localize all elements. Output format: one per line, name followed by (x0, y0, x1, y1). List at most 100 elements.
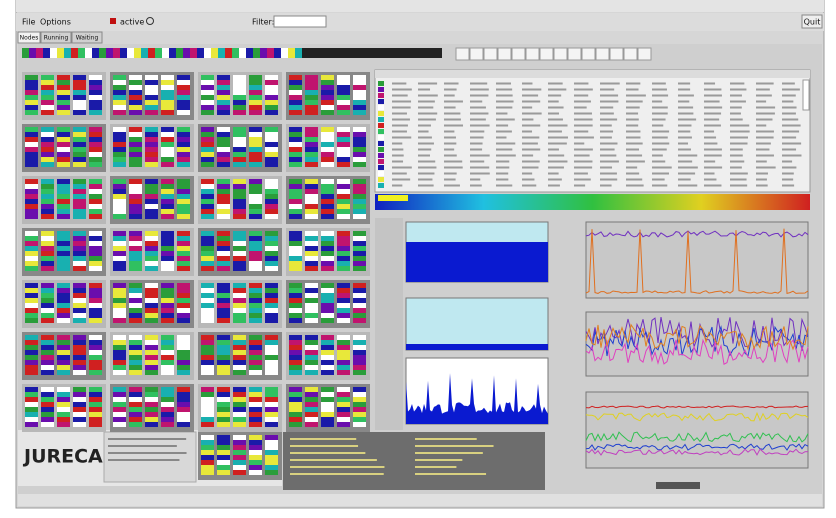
node-block (161, 387, 174, 392)
node-block (57, 132, 70, 137)
node-block (129, 75, 142, 80)
node-block (89, 350, 102, 355)
node-block (89, 293, 102, 298)
node-block (89, 152, 102, 157)
node-block (73, 261, 86, 266)
node-block (129, 412, 142, 417)
table-cell-text (782, 161, 792, 163)
color-legend-cell (197, 48, 204, 58)
node-block (201, 303, 214, 308)
node-block (145, 162, 158, 167)
node-block (265, 440, 278, 445)
node-block (337, 407, 350, 412)
table-cell-text (704, 119, 719, 121)
node-block (177, 308, 190, 313)
node-block (321, 360, 334, 365)
color-legend-cell (127, 48, 134, 58)
node-block (113, 80, 126, 85)
node-block (321, 355, 334, 360)
node-block (217, 251, 230, 256)
node-block (201, 445, 214, 450)
node-block (337, 199, 350, 204)
node-block (265, 445, 278, 450)
node-block (129, 266, 142, 271)
node-block (73, 402, 86, 407)
node-block (129, 236, 142, 241)
node-block (353, 402, 366, 407)
node-block (145, 387, 158, 392)
node-block (321, 370, 334, 375)
node-block (321, 179, 334, 184)
node-block (161, 283, 174, 288)
node-block (129, 345, 142, 350)
node-block (41, 397, 54, 402)
color-legend-cell (351, 48, 358, 58)
node-block (145, 370, 158, 375)
node-block (145, 100, 158, 105)
node-block (89, 199, 102, 204)
node-block (289, 80, 302, 85)
node-block (233, 387, 246, 392)
axis-strip (375, 218, 403, 430)
node-block (25, 241, 38, 246)
node-block (89, 241, 102, 246)
node-block (233, 435, 246, 440)
node-block (201, 397, 214, 402)
node-block (161, 417, 174, 422)
color-legend-cell (246, 48, 253, 58)
node-block (353, 80, 366, 85)
table-cell-text (496, 173, 508, 175)
node-block (145, 127, 158, 132)
node-block (145, 283, 158, 288)
node-block (73, 137, 86, 142)
node-block (305, 402, 318, 407)
node-block (129, 355, 142, 360)
table-cell-text (704, 143, 717, 145)
node-block (113, 152, 126, 157)
node-block (201, 241, 214, 246)
table-cell-text (574, 143, 584, 145)
node-block (25, 189, 38, 194)
node-block (177, 241, 190, 246)
table-cell-text (626, 137, 640, 139)
node-block (41, 387, 54, 392)
node-block (177, 105, 190, 110)
node-block (353, 360, 366, 365)
node-block (305, 318, 318, 323)
node-block (113, 370, 126, 375)
node-block (305, 199, 318, 204)
table-cell-text (782, 89, 800, 91)
node-block (113, 303, 126, 308)
node-block (289, 231, 302, 236)
node-block (265, 231, 278, 236)
node-block (113, 266, 126, 271)
table-cell-text (496, 161, 509, 163)
active-checkbox[interactable] (110, 18, 116, 24)
menu-item[interactable]: Options (40, 18, 71, 27)
node-block (177, 283, 190, 288)
menu-item[interactable]: File (22, 18, 35, 27)
node-block (249, 288, 262, 293)
node-block (177, 137, 190, 142)
node-block (73, 350, 86, 355)
node-block (57, 105, 70, 110)
node-block (57, 162, 70, 167)
node-block (353, 189, 366, 194)
node-block (73, 236, 86, 241)
filter-input[interactable] (274, 16, 326, 27)
node-block (353, 283, 366, 288)
node-block (57, 340, 70, 345)
node-block (161, 345, 174, 350)
node-block (249, 80, 262, 85)
node-block (177, 157, 190, 162)
node-block (73, 142, 86, 147)
node-block (337, 231, 350, 236)
node-block (129, 246, 142, 251)
node-block (249, 236, 262, 241)
node-block (289, 422, 302, 427)
node-block (73, 256, 86, 261)
table-cell-text (444, 107, 456, 109)
color-legend-cell (498, 48, 511, 60)
node-block (321, 256, 334, 261)
node-block (321, 246, 334, 251)
